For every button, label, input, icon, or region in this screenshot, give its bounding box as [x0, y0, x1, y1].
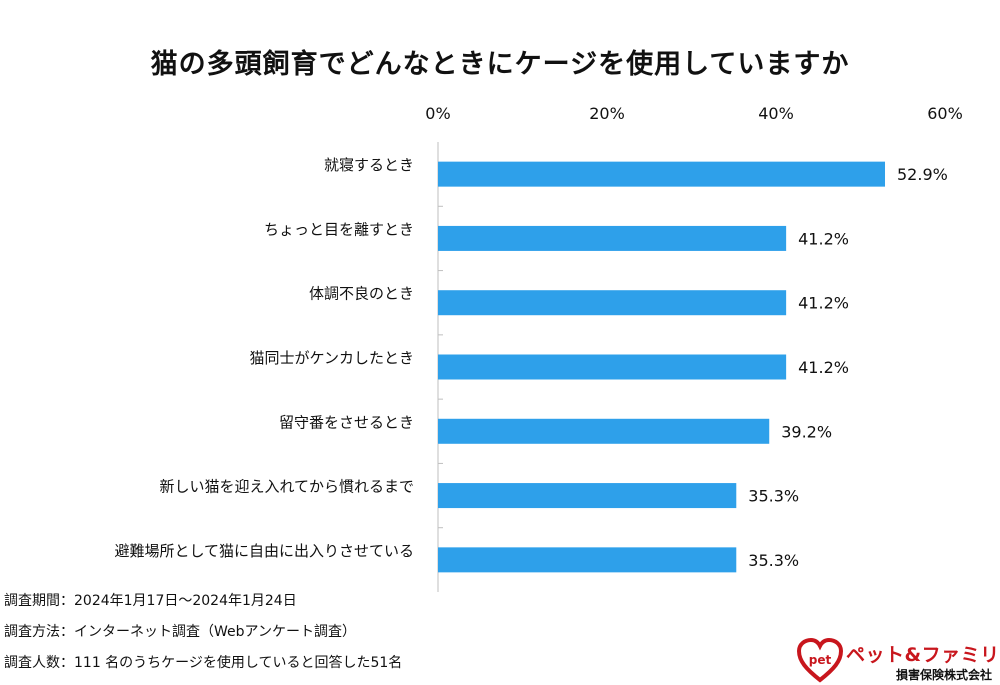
survey-notes: 調査期間：2024年1月17日～2024年1月24日 調査方法：インターネット調… — [4, 586, 402, 679]
x-tick-label: 0% — [425, 104, 450, 123]
value-labels: 52.9% 41.2% 41.2% 41.2% 39.2% 35.3% 35.3% — [748, 165, 948, 570]
x-tick-label: 40% — [758, 104, 794, 123]
bar — [438, 418, 770, 444]
value-label: 35.3% — [748, 551, 799, 570]
bars — [438, 161, 886, 573]
bar — [438, 547, 737, 573]
bar — [438, 483, 737, 509]
survey-method: 調査方法：インターネット調査（Webアンケート調査） — [4, 624, 356, 640]
logo-brand-name: ペット&ファミリー — [846, 644, 1000, 666]
chart-title: 猫の多頭飼育でどんなときにケージを使用していますか — [150, 49, 850, 80]
bar — [438, 161, 886, 187]
category-label: 体調不良のとき — [309, 285, 414, 303]
category-label: 猫同士がケンカしたとき — [249, 349, 414, 367]
value-label: 35.3% — [748, 487, 799, 506]
survey-period: 調査期間：2024年1月17日～2024年1月24日 — [4, 593, 297, 609]
bar — [438, 290, 787, 316]
value-label: 39.2% — [781, 422, 832, 441]
category-label: 留守番をさせるとき — [279, 413, 414, 431]
logo-company-name: 損害保険株式会社 — [896, 668, 993, 682]
value-label: 41.2% — [798, 294, 849, 313]
x-tick-label: 60% — [927, 104, 963, 123]
value-label: 41.2% — [798, 358, 849, 377]
company-logo: pet ペット&ファミリー 損害保険株式会社 — [796, 636, 1000, 684]
heart-logo-icon: pet — [796, 637, 844, 683]
category-label: ちょっと目を離すとき — [264, 220, 414, 238]
x-tick-label: 20% — [589, 104, 625, 123]
x-axis-ticks: 0% 20% 40% 60% — [425, 104, 963, 529]
value-label: 41.2% — [798, 229, 849, 248]
category-label: 避難場所として猫に自由に出入りさせている — [114, 542, 414, 560]
category-labels: 就寝するときちょっと目を離すとき体調不良のとき猫同士がケンカしたとき留守番をさせ… — [114, 156, 414, 560]
value-label: 52.9% — [897, 165, 948, 184]
survey-respondents: 調査人数：111 名のうちケージを使用していると回答した51名 — [4, 655, 403, 671]
category-label: 新しい猫を迎え入れてから慣れるまで — [159, 478, 414, 496]
category-label: 就寝するとき — [324, 156, 414, 174]
bar — [438, 354, 787, 380]
logo-mark-text: pet — [809, 653, 832, 667]
bar — [438, 225, 787, 251]
